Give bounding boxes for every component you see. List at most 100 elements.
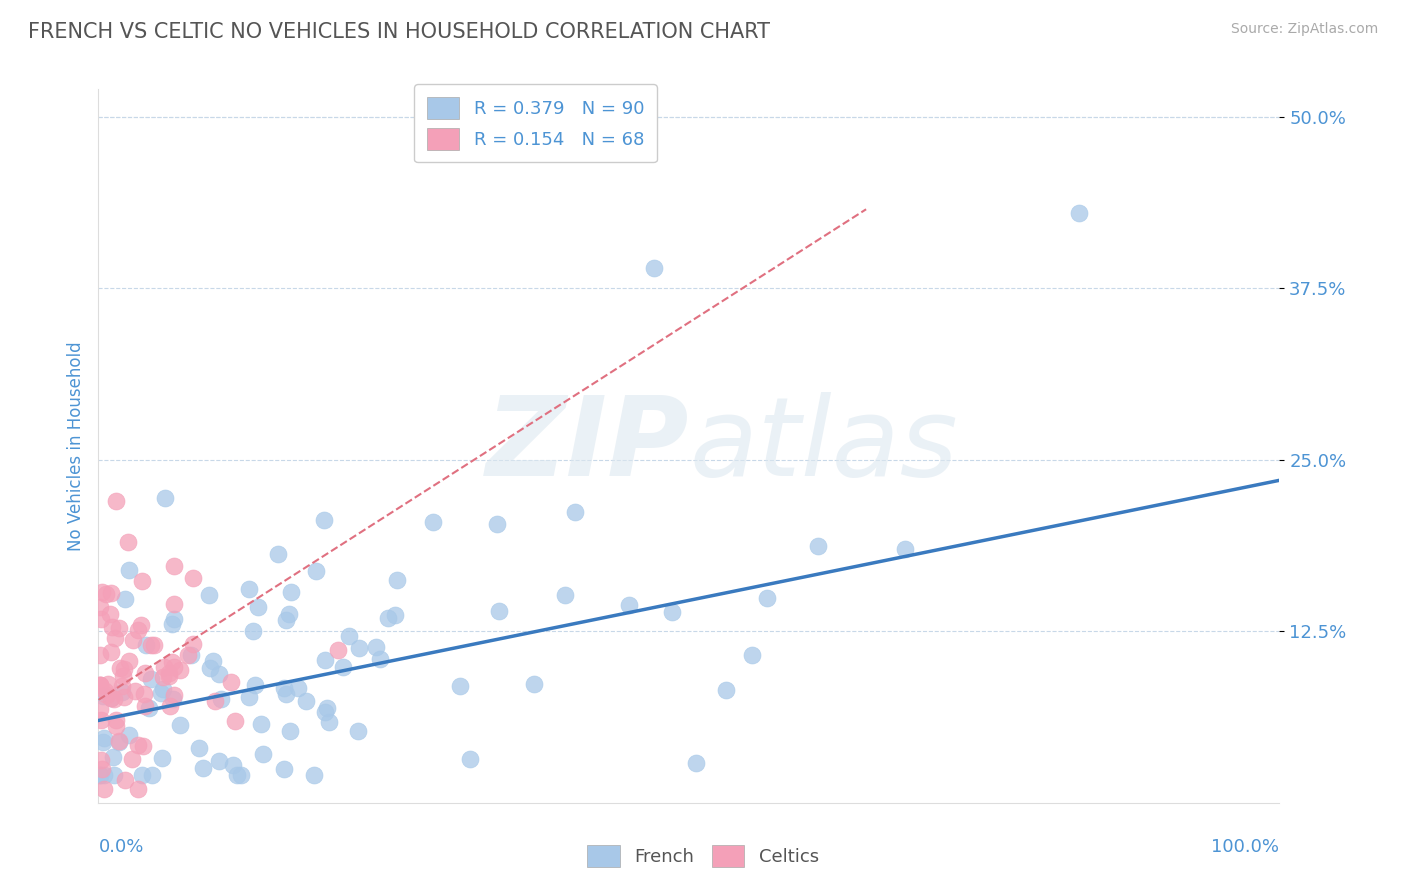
Point — [108, 734, 131, 748]
Point — [280, 585, 302, 599]
Point — [90, 753, 112, 767]
Point — [177, 648, 200, 662]
Text: 100.0%: 100.0% — [1212, 838, 1279, 856]
Point — [287, 681, 309, 695]
Point — [276, 613, 298, 627]
Point — [273, 762, 295, 776]
Point — [132, 686, 155, 700]
Point — [97, 677, 120, 691]
Point — [328, 642, 350, 657]
Point — [252, 747, 274, 761]
Point — [314, 705, 336, 719]
Point — [523, 677, 546, 691]
Point — [332, 659, 354, 673]
Point — [129, 618, 152, 632]
Point — [114, 591, 136, 606]
Point — [266, 547, 288, 561]
Point — [208, 667, 231, 681]
Point — [138, 701, 160, 715]
Point — [188, 741, 211, 756]
Point — [169, 663, 191, 677]
Point — [98, 607, 121, 621]
Point — [314, 653, 336, 667]
Point — [422, 516, 444, 530]
Point — [202, 654, 225, 668]
Point — [157, 669, 180, 683]
Point — [807, 539, 830, 553]
Point — [224, 714, 246, 728]
Point — [276, 687, 298, 701]
Point — [277, 607, 299, 622]
Point — [385, 573, 408, 587]
Point — [132, 739, 155, 753]
Point — [90, 714, 112, 728]
Point — [93, 731, 115, 745]
Point — [150, 750, 173, 764]
Point — [127, 738, 149, 752]
Point — [89, 768, 111, 782]
Point — [238, 582, 260, 597]
Point — [152, 681, 174, 696]
Point — [111, 685, 134, 699]
Point — [114, 772, 136, 787]
Point — [347, 640, 370, 655]
Point — [111, 680, 134, 694]
Point — [134, 665, 156, 680]
Point — [94, 684, 117, 698]
Point — [617, 599, 640, 613]
Point — [94, 587, 117, 601]
Point — [162, 616, 184, 631]
Point — [315, 700, 337, 714]
Point — [204, 693, 226, 707]
Point — [103, 691, 125, 706]
Point — [152, 670, 174, 684]
Point — [163, 688, 186, 702]
Text: 0.0%: 0.0% — [98, 838, 143, 856]
Point — [221, 674, 243, 689]
Point — [169, 718, 191, 732]
Legend: French, Celtics: French, Celtics — [579, 838, 827, 874]
Point — [108, 621, 131, 635]
Point — [112, 669, 135, 683]
Point — [163, 559, 186, 574]
Point — [273, 681, 295, 695]
Point — [142, 638, 165, 652]
Point — [714, 683, 737, 698]
Point — [149, 686, 172, 700]
Point — [93, 782, 115, 797]
Point — [741, 648, 763, 663]
Point — [121, 632, 143, 647]
Point — [127, 624, 149, 638]
Text: ZIP: ZIP — [485, 392, 689, 500]
Point — [141, 768, 163, 782]
Point — [554, 588, 576, 602]
Point — [89, 648, 111, 662]
Point — [153, 491, 176, 505]
Point — [91, 762, 114, 776]
Point — [249, 717, 271, 731]
Point — [89, 678, 111, 692]
Point — [118, 563, 141, 577]
Point — [101, 750, 124, 764]
Point — [314, 513, 336, 527]
Point — [488, 603, 510, 617]
Text: FRENCH VS CELTIC NO VEHICLES IN HOUSEHOLD CORRELATION CHART: FRENCH VS CELTIC NO VEHICLES IN HOUSEHOL… — [28, 22, 770, 42]
Point — [105, 713, 128, 727]
Point — [162, 691, 184, 706]
Point — [105, 494, 128, 508]
Point — [112, 690, 135, 704]
Point — [198, 588, 221, 602]
Point — [191, 761, 214, 775]
Point — [200, 661, 222, 675]
Point — [131, 574, 153, 588]
Point — [180, 648, 202, 662]
Point — [135, 639, 157, 653]
Point — [458, 752, 481, 766]
Point — [141, 638, 163, 652]
Point — [100, 691, 122, 706]
Point — [1067, 205, 1090, 219]
Point — [364, 640, 387, 654]
Point — [238, 690, 260, 704]
Point — [89, 702, 111, 716]
Point — [564, 505, 586, 519]
